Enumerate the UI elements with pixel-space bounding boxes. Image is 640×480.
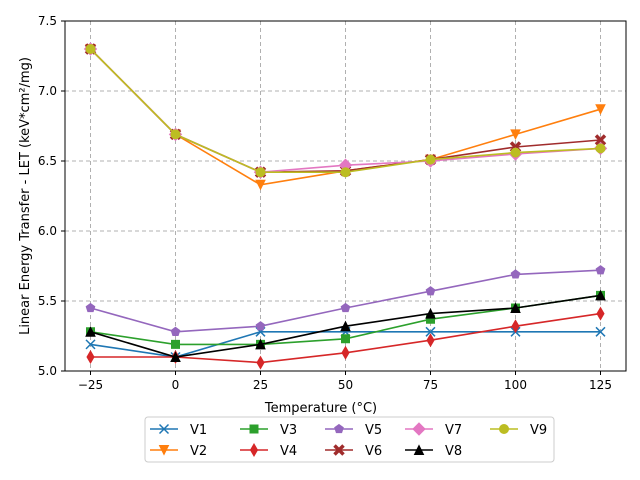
y-axis-label: Linear Energy Transfer - LET (keV*cm²/mg… — [18, 57, 33, 335]
data-point — [595, 265, 606, 275]
series-V5 — [85, 265, 606, 336]
data-point — [170, 351, 181, 362]
legend-label: V1 — [190, 423, 207, 438]
data-point — [595, 326, 606, 337]
legend-marker — [412, 422, 426, 436]
data-point — [340, 167, 351, 178]
data-point — [425, 326, 436, 337]
data-point — [595, 289, 606, 301]
data-point — [425, 154, 436, 165]
y-tick-label: 7.0 — [38, 84, 57, 98]
data-point — [426, 333, 435, 348]
data-point — [170, 129, 181, 140]
grid — [65, 20, 626, 372]
axis-ticks: −25 0 25 50 75 100 125 5.0 5.5 6.0 6.5 7.0 7.5 — [38, 14, 612, 392]
x-tick-label: −25 — [78, 378, 103, 392]
data-point — [170, 326, 181, 336]
series-V8 — [85, 289, 606, 362]
data-point — [425, 286, 436, 296]
legend: V1 V2 V3 V4 V5 V6 V7 V8 V9 — [144, 416, 555, 463]
data-point — [256, 355, 265, 370]
legend-label: V4 — [280, 444, 297, 459]
legend-label: V7 — [445, 423, 462, 438]
series-V3 — [86, 290, 605, 349]
data-point — [511, 319, 520, 334]
data-point — [595, 143, 606, 154]
data-point — [340, 320, 351, 332]
data-point — [595, 104, 606, 115]
legend-marker — [249, 424, 259, 434]
data-point — [340, 302, 351, 313]
series-V9 — [85, 44, 606, 178]
data-point — [171, 339, 180, 349]
legend-label: V5 — [365, 423, 382, 438]
legend-marker — [413, 444, 425, 455]
legend-item-V6: V6 — [325, 444, 382, 459]
data-point — [85, 326, 96, 337]
legend-label: V2 — [190, 444, 207, 459]
legend-marker — [333, 444, 345, 456]
legend-item-V3: V3 — [240, 423, 297, 438]
legend-marker — [158, 423, 170, 435]
data-point — [85, 339, 96, 350]
legend-label: V8 — [445, 444, 462, 459]
x-tick-label: 50 — [338, 378, 353, 392]
data-point — [510, 269, 521, 279]
data-point — [596, 306, 605, 321]
legend-item-V8: V8 — [405, 444, 462, 459]
x-tick-label: 0 — [172, 378, 180, 392]
legend-label: V3 — [280, 423, 297, 438]
data-point — [510, 129, 521, 141]
legend-item-V2: V2 — [150, 444, 207, 459]
series-line — [89, 48, 601, 174]
data-point — [510, 147, 521, 158]
data-point — [85, 302, 96, 313]
x-tick-label: 25 — [253, 378, 268, 392]
legend-item-V9: V9 — [490, 423, 547, 438]
data-point — [594, 134, 607, 146]
legend-item-V5: V5 — [325, 423, 382, 438]
legend-item-V7: V7 — [405, 422, 462, 438]
data-point — [510, 302, 521, 313]
data-point — [341, 334, 350, 344]
legend-label: V6 — [365, 444, 382, 459]
y-tick-label: 6.0 — [38, 224, 57, 238]
legend-label: V9 — [530, 423, 547, 438]
legend-marker — [499, 424, 509, 434]
x-tick-label: 75 — [423, 378, 438, 392]
series-group — [83, 42, 608, 370]
x-axis-label: Temperature (°C) — [264, 401, 377, 416]
data-point — [86, 350, 95, 364]
x-tick-label: 125 — [589, 378, 612, 392]
data-point — [255, 338, 266, 350]
data-point — [255, 167, 266, 178]
data-point — [425, 307, 436, 319]
data-point — [341, 345, 350, 360]
y-tick-label: 5.0 — [38, 364, 57, 378]
y-tick-label: 6.5 — [38, 154, 57, 168]
y-tick-label: 5.5 — [38, 294, 57, 308]
data-point — [255, 321, 266, 331]
legend-item-V1: V1 — [150, 423, 207, 438]
legend-marker — [334, 423, 344, 434]
data-point — [255, 179, 266, 191]
legend-marker — [249, 443, 259, 457]
x-tick-label: 100 — [504, 378, 527, 392]
legend-marker — [158, 445, 170, 456]
y-tick-label: 7.5 — [38, 14, 57, 28]
data-point — [85, 44, 96, 54]
legend-item-V4: V4 — [240, 443, 297, 459]
